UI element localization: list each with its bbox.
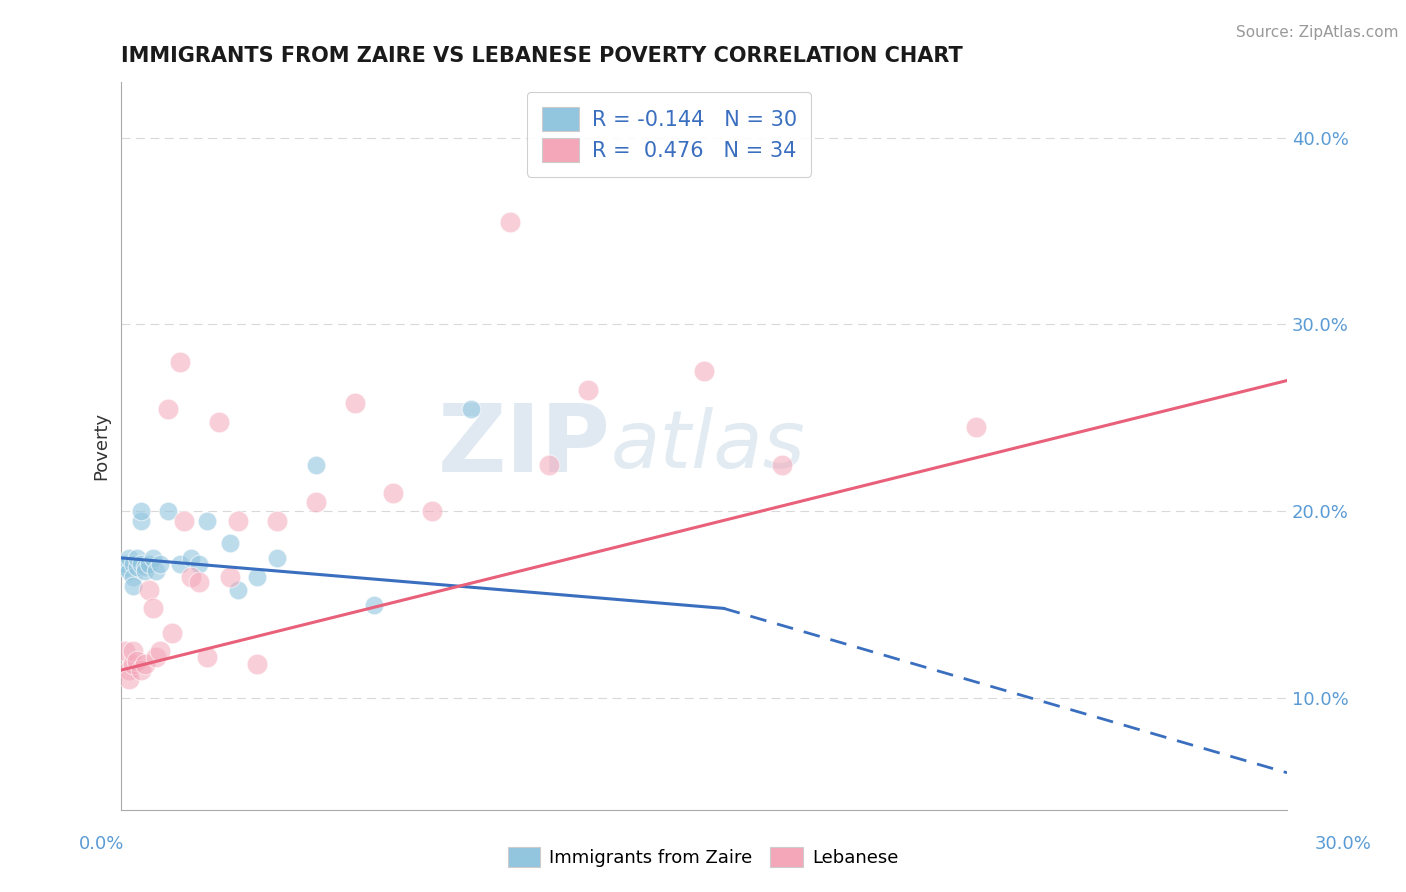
Point: [770, 458, 793, 472]
Point: [118, 564, 141, 578]
Legend: Immigrants from Zaire, Lebanese: Immigrants from Zaire, Lebanese: [499, 838, 907, 876]
Text: IMMIGRANTS FROM ZAIRE VS LEBANESE POVERTY CORRELATION CHART: IMMIGRANTS FROM ZAIRE VS LEBANESE POVERT…: [121, 46, 963, 66]
Point: [188, 557, 211, 571]
Point: [134, 560, 156, 574]
Point: [420, 504, 443, 518]
Point: [219, 569, 242, 583]
Point: [122, 579, 145, 593]
Point: [460, 401, 482, 416]
Point: [363, 598, 385, 612]
Point: [118, 673, 141, 687]
Point: [125, 560, 148, 574]
Point: [160, 625, 183, 640]
Point: [145, 649, 167, 664]
Point: [343, 396, 366, 410]
Point: [576, 383, 599, 397]
Point: [145, 564, 167, 578]
Point: [195, 514, 218, 528]
Point: [246, 569, 269, 583]
Point: [226, 582, 249, 597]
Point: [125, 551, 148, 566]
Point: [114, 557, 136, 571]
Point: [157, 504, 180, 518]
Text: atlas: atlas: [612, 407, 806, 485]
Point: [118, 551, 141, 566]
Point: [207, 415, 229, 429]
Point: [157, 401, 180, 416]
Point: [965, 420, 987, 434]
Legend: R = -0.144   N = 30, R =  0.476   N = 34: R = -0.144 N = 30, R = 0.476 N = 34: [527, 92, 811, 177]
Point: [129, 514, 152, 528]
Point: [173, 514, 195, 528]
Point: [138, 557, 160, 571]
Point: [693, 364, 716, 378]
Text: Source: ZipAtlas.com: Source: ZipAtlas.com: [1236, 25, 1399, 40]
Point: [122, 644, 145, 658]
Point: [125, 654, 148, 668]
Point: [114, 560, 136, 574]
Point: [305, 458, 328, 472]
Point: [141, 601, 163, 615]
Point: [195, 649, 218, 664]
Text: ZIP: ZIP: [439, 400, 612, 491]
Point: [122, 657, 145, 672]
Point: [169, 557, 191, 571]
Point: [129, 504, 152, 518]
Point: [138, 582, 160, 597]
Point: [266, 514, 288, 528]
Point: [246, 657, 269, 672]
Point: [122, 557, 145, 571]
Text: 30.0%: 30.0%: [1315, 835, 1371, 853]
Point: [134, 657, 156, 672]
Point: [537, 458, 560, 472]
Point: [141, 551, 163, 566]
Point: [188, 575, 211, 590]
Point: [499, 215, 522, 229]
Point: [134, 564, 156, 578]
Point: [129, 663, 152, 677]
Point: [114, 644, 136, 658]
Point: [118, 663, 141, 677]
Point: [149, 557, 172, 571]
Point: [266, 551, 288, 566]
Point: [219, 536, 242, 550]
Point: [180, 551, 202, 566]
Point: [122, 569, 145, 583]
Point: [226, 514, 249, 528]
Point: [169, 355, 191, 369]
Point: [305, 495, 328, 509]
Point: [180, 569, 202, 583]
Text: 0.0%: 0.0%: [79, 835, 124, 853]
Point: [149, 644, 172, 658]
Point: [129, 557, 152, 571]
Point: [382, 485, 405, 500]
Y-axis label: Poverty: Poverty: [93, 412, 110, 480]
